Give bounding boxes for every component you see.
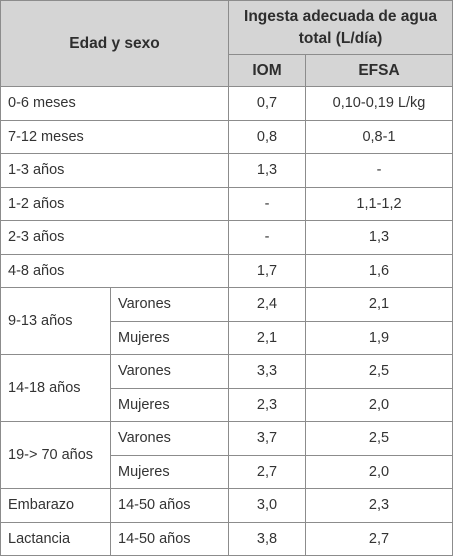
iom-cell: 2,4 <box>228 287 306 322</box>
iom-cell: 0,8 <box>228 119 306 154</box>
iom-cell: 1,7 <box>228 253 306 288</box>
iom-cell: 1,3 <box>228 153 306 188</box>
special-age-cell: 14-50 años <box>110 521 229 556</box>
table-row: 1-2 años - 1,1-1,2 <box>0 186 453 221</box>
efsa-cell: 2,1 <box>305 287 453 322</box>
table-row: 19-> 70 años Varones 3,7 2,5 <box>0 421 453 489</box>
table-row: Mujeres 2,7 2,0 <box>1 454 453 489</box>
table-row: 2-3 años - 1,3 <box>0 220 453 255</box>
header-age-sex: Edad y sexo <box>0 0 229 87</box>
sex-cell: Varones <box>110 287 229 322</box>
table-row: 7-12 meses 0,8 0,8-1 <box>0 119 453 154</box>
table-row: Mujeres 2,3 2,0 <box>1 387 453 422</box>
header-iom: IOM <box>228 54 306 87</box>
efsa-cell: 1,6 <box>305 253 453 288</box>
header-efsa: EFSA <box>305 54 453 87</box>
efsa-cell: 2,0 <box>305 454 453 489</box>
efsa-cell: 2,0 <box>305 387 453 422</box>
age-cell: 1-3 años <box>0 153 229 188</box>
table-row: 9-13 años Varones 2,4 2,1 <box>0 287 453 355</box>
iom-cell: 3,3 <box>228 354 306 389</box>
efsa-cell: - <box>305 153 453 188</box>
age-group-cell: 9-13 años <box>0 287 111 355</box>
age-group-cell: 14-18 años <box>0 354 111 422</box>
efsa-cell: 2,5 <box>305 354 453 389</box>
iom-cell: 3,7 <box>228 421 306 456</box>
table-row: 1-3 años 1,3 - <box>0 153 453 188</box>
table-row: 0-6 meses 0,7 0,10-0,19 L/kg <box>0 86 453 121</box>
sex-cell: Varones <box>110 421 229 456</box>
efsa-cell: 2,7 <box>305 521 453 556</box>
sex-cell: Mujeres <box>110 387 229 422</box>
sex-cell: Mujeres <box>110 454 229 489</box>
iom-cell: 3,8 <box>228 521 306 556</box>
iom-cell: - <box>228 220 306 255</box>
efsa-cell: 1,1-1,2 <box>305 186 453 221</box>
efsa-cell: 1,9 <box>305 320 453 355</box>
special-group-cell: Embarazo <box>0 488 111 523</box>
efsa-cell: 0,8-1 <box>305 119 453 154</box>
efsa-cell: 2,3 <box>305 488 453 523</box>
age-cell: 4-8 años <box>0 253 229 288</box>
age-cell: 0-6 meses <box>0 86 229 121</box>
efsa-cell: 2,5 <box>305 421 453 456</box>
special-age-cell: 14-50 años <box>110 488 229 523</box>
age-group-cell: 19-> 70 años <box>0 421 111 489</box>
iom-cell: 3,0 <box>228 488 306 523</box>
age-cell: 1-2 años <box>0 186 229 221</box>
iom-cell: - <box>228 186 306 221</box>
iom-cell: 0,7 <box>228 86 306 121</box>
table-row: Lactancia 14-50 años 3,8 2,7 <box>0 521 453 556</box>
table-row: Mujeres 2,1 1,9 <box>1 320 453 355</box>
efsa-cell: 0,10-0,19 L/kg <box>305 86 453 121</box>
sex-cell: Varones <box>110 354 229 389</box>
efsa-cell: 1,3 <box>305 220 453 255</box>
sex-cell: Mujeres <box>110 320 229 355</box>
table-row: 14-18 años Varones 3,3 2,5 <box>0 354 453 422</box>
header-intake: Ingesta adecuada de agua total (L/día) <box>228 0 453 55</box>
table-row: Embarazo 14-50 años 3,0 2,3 <box>0 488 453 523</box>
iom-cell: 2,7 <box>228 454 306 489</box>
age-cell: 2-3 años <box>0 220 229 255</box>
iom-cell: 2,3 <box>228 387 306 422</box>
iom-cell: 2,1 <box>228 320 306 355</box>
table-row: 4-8 años 1,7 1,6 <box>0 253 453 288</box>
age-cell: 7-12 meses <box>0 119 229 154</box>
special-group-cell: Lactancia <box>0 521 111 556</box>
